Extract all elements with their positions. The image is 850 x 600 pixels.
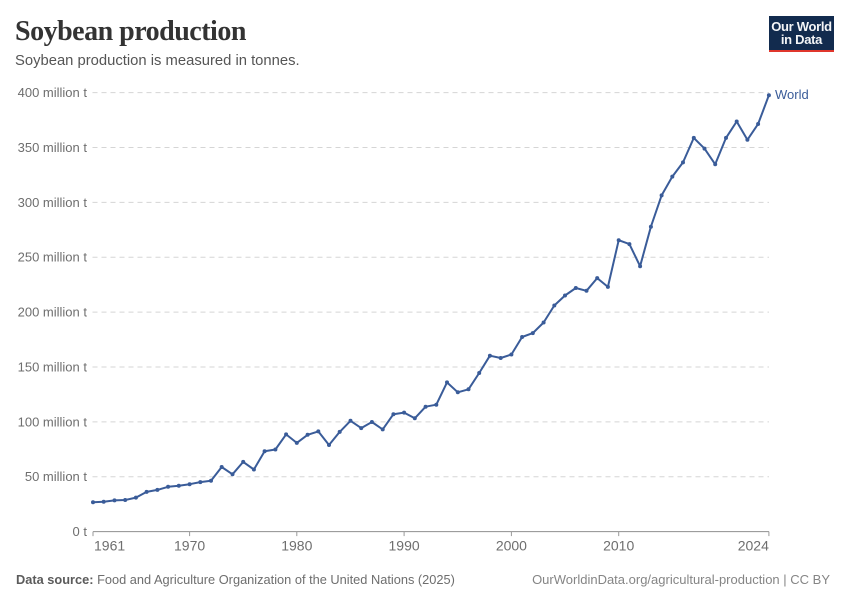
svg-text:100 million t: 100 million t: [18, 414, 88, 429]
svg-text:250 million t: 250 million t: [18, 250, 88, 265]
svg-text:1990: 1990: [389, 538, 420, 554]
svg-text:50 million t: 50 million t: [25, 469, 88, 484]
svg-text:150 million t: 150 million t: [18, 360, 88, 375]
svg-text:400 million t: 400 million t: [18, 85, 88, 100]
svg-text:350 million t: 350 million t: [18, 140, 88, 155]
svg-text:0 t: 0 t: [73, 524, 88, 539]
svg-text:2000: 2000: [496, 538, 527, 554]
svg-text:1961: 1961: [94, 538, 125, 554]
svg-text:2024: 2024: [738, 538, 769, 554]
svg-text:1980: 1980: [281, 538, 312, 554]
svg-text:200 million t: 200 million t: [18, 305, 88, 320]
svg-text:2010: 2010: [603, 538, 634, 554]
svg-text:World: World: [775, 87, 809, 102]
svg-text:300 million t: 300 million t: [18, 195, 88, 210]
svg-text:1970: 1970: [174, 538, 205, 554]
